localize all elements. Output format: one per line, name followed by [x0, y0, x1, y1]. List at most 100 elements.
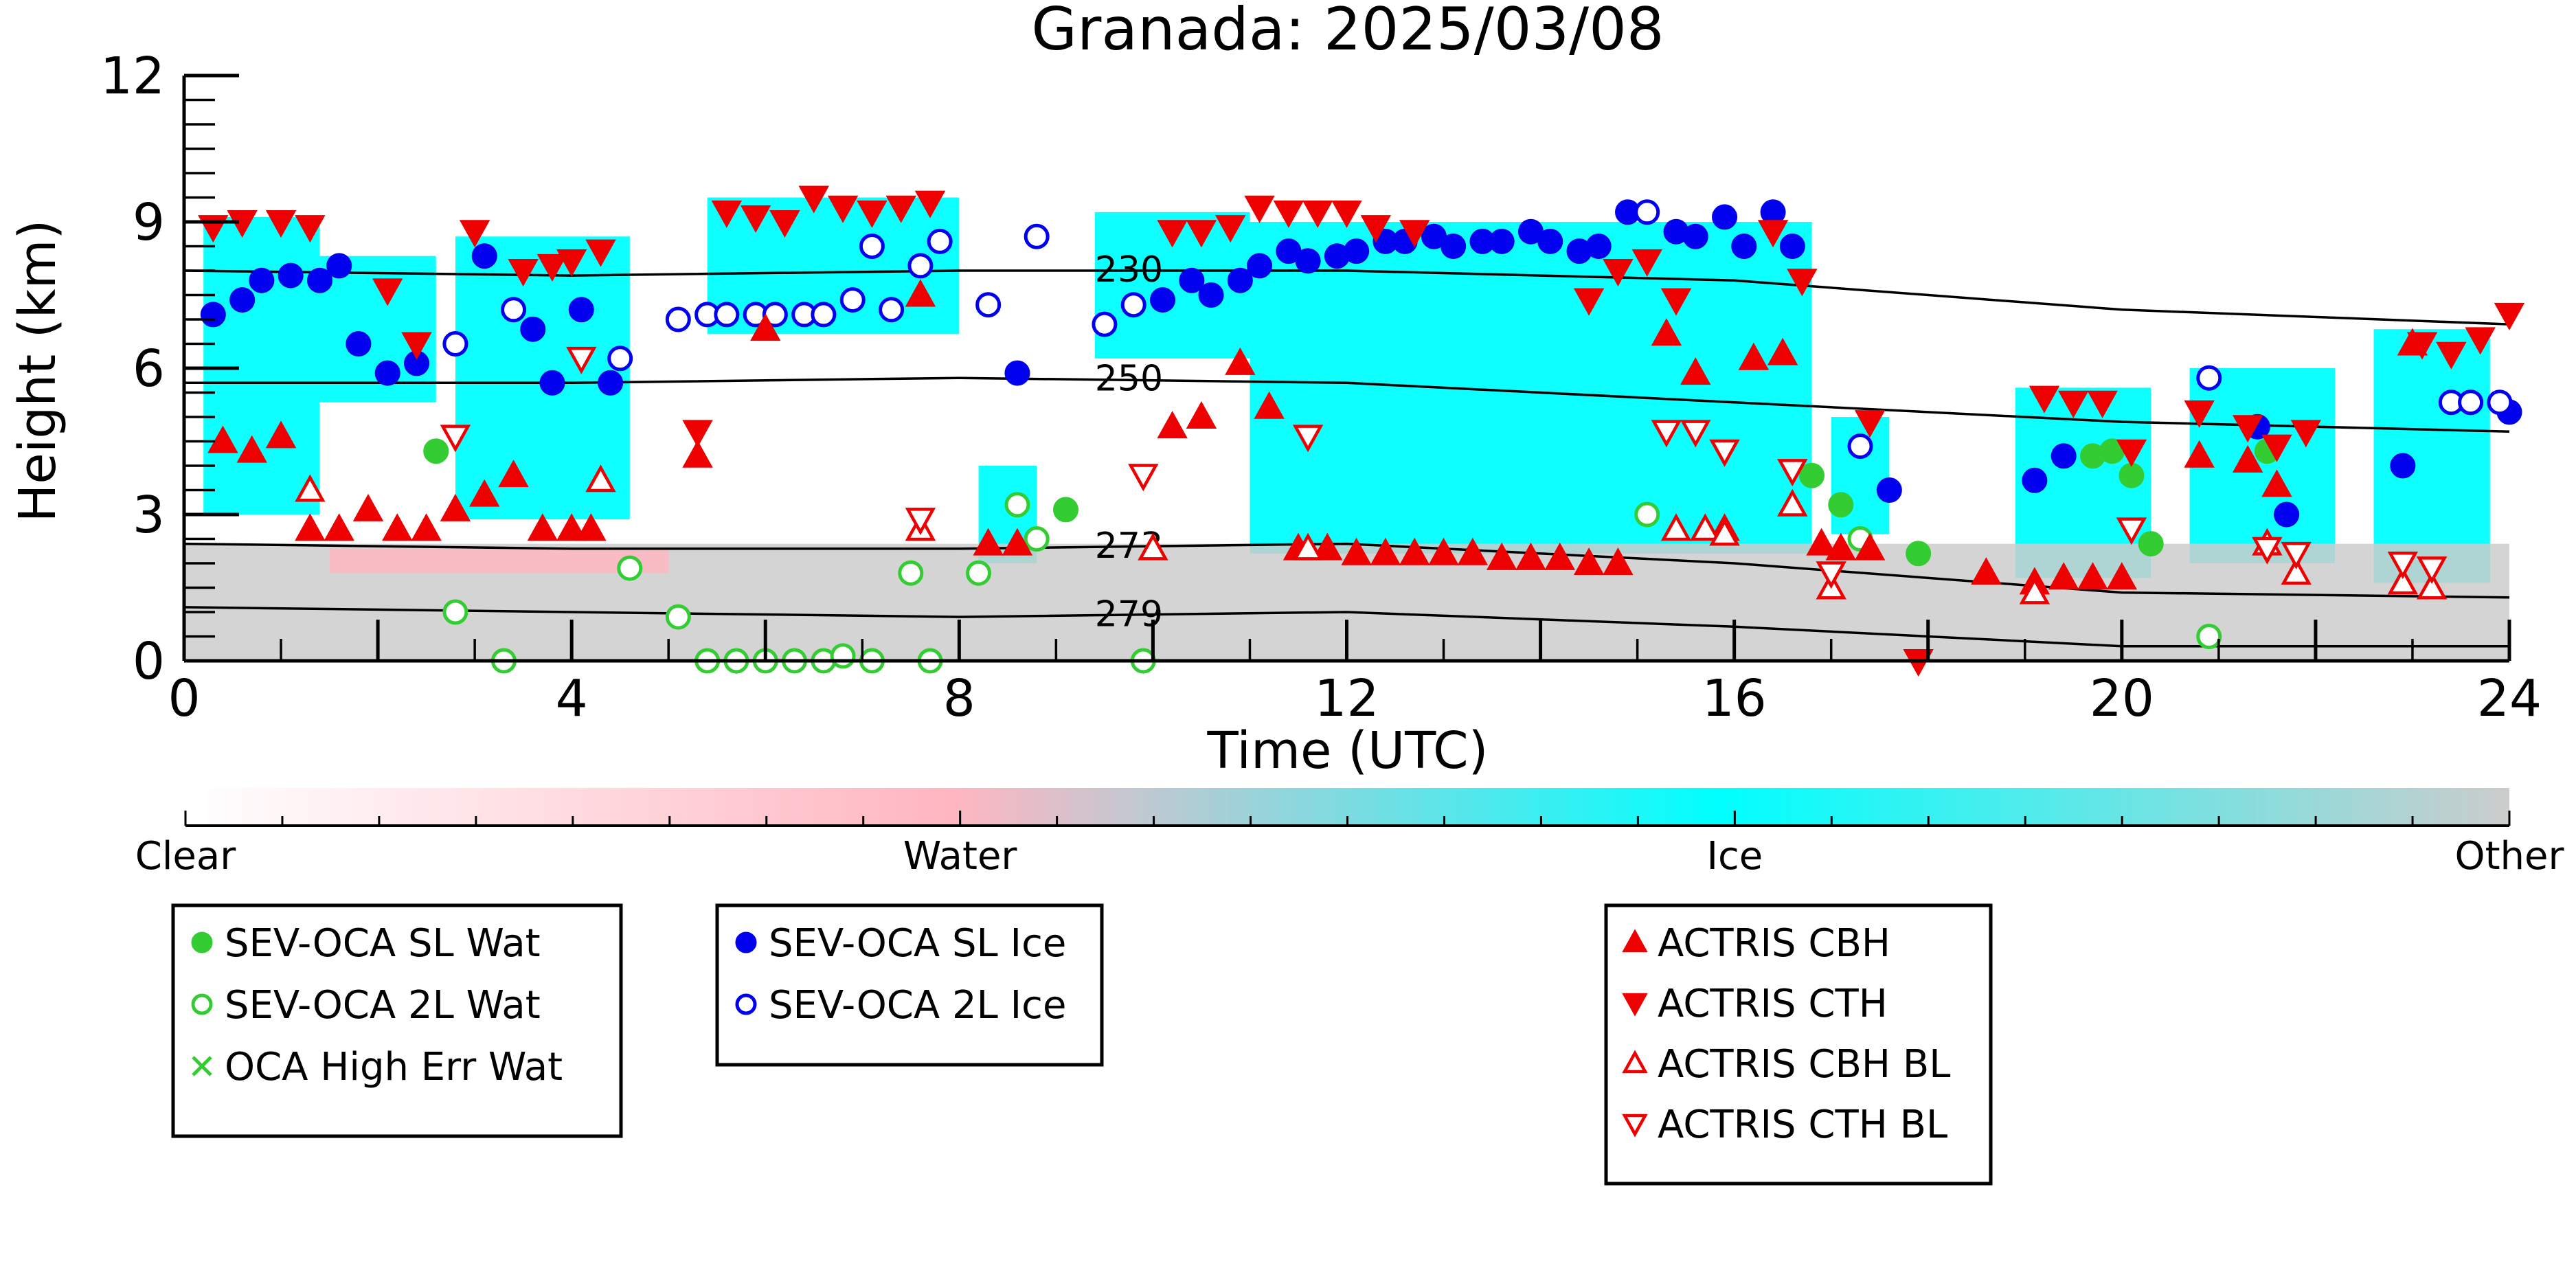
point-actris-cbh	[2048, 562, 2079, 590]
colorbar-label-other: Other	[2454, 834, 2564, 879]
point-sev-oca-sl-wat	[2119, 462, 2145, 488]
point-sev-oca-sl-ice	[2022, 467, 2048, 493]
legend-marker-oca-high-err-wat-stroke2	[192, 1056, 212, 1076]
point-actris-cth-bl	[2252, 536, 2283, 565]
point-sev-oca-sl-ice	[1876, 477, 1902, 503]
point-actris-cth-bl	[905, 508, 936, 536]
point-actris-cbh	[576, 513, 607, 541]
point-actris-cth-bl	[2416, 556, 2448, 585]
legends: SEV-OCA SL Wat SEV-OCA 2L Wat OCA High Err…	[171, 903, 1993, 1186]
point-sev-oca-sl-ice	[374, 360, 400, 386]
point-actris-cbh	[1486, 542, 1517, 570]
legend-marker-sev-oca-sl-wat	[191, 931, 213, 953]
point-actris-cbh	[324, 513, 354, 541]
x-tick-label: 20	[2090, 669, 2154, 728]
point-sev-oca-2l-ice	[859, 234, 885, 259]
x-tick-label: 0	[168, 669, 200, 728]
point-actris-cth	[682, 420, 713, 448]
point-actris-cbh	[1854, 532, 1886, 561]
point-actris-cbh	[265, 420, 297, 449]
point-actris-cth	[1215, 215, 1246, 243]
point-actris-cth-bl	[2116, 517, 2147, 545]
point-actris-cth	[265, 210, 297, 238]
point-actris-cbh-bl	[1660, 513, 1692, 541]
point-sev-oca-2l-ice	[714, 302, 740, 328]
point-sev-oca-sl-ice	[2390, 453, 2416, 479]
point-actris-cth	[885, 195, 916, 223]
series-actris-cth-bl	[440, 346, 2448, 589]
point-sev-oca-2l-ice	[839, 287, 866, 313]
cloud-layer-water	[329, 548, 669, 574]
point-sev-oca-sl-ice	[1227, 267, 1253, 293]
point-actris-cbh	[1002, 528, 1033, 556]
point-actris-cbh	[682, 440, 713, 468]
point-sev-oca-2l-ice	[762, 302, 788, 328]
point-actris-cth	[556, 249, 587, 277]
point-sev-oca-2l-ice	[927, 228, 953, 254]
point-actris-cbh	[1651, 318, 1682, 346]
point-actris-cbh-bl	[295, 474, 326, 502]
x-axis-label: Time (UTC)	[1206, 721, 1488, 780]
point-sev-oca-sl-ice	[1779, 234, 1805, 259]
legend-box-2	[715, 903, 1104, 1067]
point-sev-oca-2l-ice	[1024, 223, 1050, 249]
y-axis-label: Height (km)	[8, 220, 67, 523]
point-actris-cth-bl	[1128, 464, 1159, 492]
point-actris-cbh	[1806, 528, 1837, 556]
legend-label-sev-oca-2l-wat: SEV-OCA 2L Wat	[225, 983, 541, 1028]
point-actris-cbh	[1312, 532, 1343, 561]
series-actris-cth	[198, 185, 2525, 677]
point-sev-oca-sl-ice	[1731, 234, 1757, 259]
point-actris-cth	[2058, 390, 2089, 418]
point-actris-cbh-bl	[2387, 567, 2419, 595]
point-actris-cbh	[498, 460, 529, 488]
point-actris-cbh	[469, 479, 500, 507]
point-actris-cbh	[440, 493, 471, 521]
x-tick-label: 16	[1702, 669, 1767, 728]
point-actris-cth	[1631, 249, 1662, 277]
point-sev-oca-2l-wat	[2196, 624, 2222, 649]
colorbar-label-ice: Ice	[1706, 834, 1763, 879]
point-actris-cbh	[1515, 542, 1546, 570]
legend-marker-actris-cth	[1622, 993, 1648, 1017]
legend-label-actris-cth-bl: ACTRIS CTH BL	[1658, 1103, 1947, 1147]
point-actris-cth	[1331, 200, 1362, 228]
point-sev-oca-sl-ice	[249, 267, 275, 293]
point-actris-cth	[798, 185, 829, 214]
point-actris-cbh-bl	[1709, 518, 1740, 546]
point-sev-oca-2l-wat	[442, 599, 468, 625]
point-sev-oca-sl-wat	[1799, 462, 1824, 488]
point-actris-cth	[914, 190, 946, 218]
point-actris-cbh-bl	[2019, 576, 2050, 605]
point-actris-cth	[295, 215, 326, 243]
point-sev-oca-2l-wat	[966, 560, 992, 586]
point-sev-oca-sl-ice	[2050, 443, 2077, 469]
point-sev-oca-sl-ice	[1712, 204, 1738, 230]
point-actris-cth	[2465, 327, 2496, 355]
point-actris-cbh	[1680, 357, 1711, 385]
legend-label-oca-high-err-wat: OCA High Err Wat	[225, 1045, 563, 1089]
point-actris-cth	[459, 220, 490, 248]
point-sev-oca-2l-ice	[1092, 311, 1118, 337]
point-sev-oca-sl-ice	[1517, 218, 1544, 245]
point-actris-cbh	[2184, 440, 2215, 468]
point-actris-cth	[2184, 400, 2215, 428]
x-tick-label: 8	[943, 669, 975, 728]
point-sev-oca-sl-ice	[539, 370, 565, 396]
legend-marker-sev-oca-sl-ice	[735, 931, 757, 953]
point-actris-cth	[1787, 269, 1818, 297]
point-actris-cbh	[1399, 537, 1430, 565]
legend-box-3	[1604, 903, 1993, 1186]
point-actris-cbh	[1370, 537, 1401, 565]
point-actris-cbh	[1157, 411, 1188, 439]
point-actris-cbh	[1603, 547, 1634, 575]
point-sev-oca-sl-wat	[1906, 541, 1932, 567]
isotherm-label-230: 230	[1095, 249, 1163, 291]
point-actris-cth-bl	[566, 346, 597, 374]
legend-label-sev-oca-2l-ice: SEV-OCA 2L Ice	[769, 983, 1066, 1028]
point-sev-oca-sl-ice	[1198, 282, 1224, 308]
point-sev-oca-sl-ice	[1440, 234, 1467, 259]
point-actris-cth-bl	[440, 425, 471, 453]
point-sev-oca-sl-ice	[1179, 267, 1205, 293]
